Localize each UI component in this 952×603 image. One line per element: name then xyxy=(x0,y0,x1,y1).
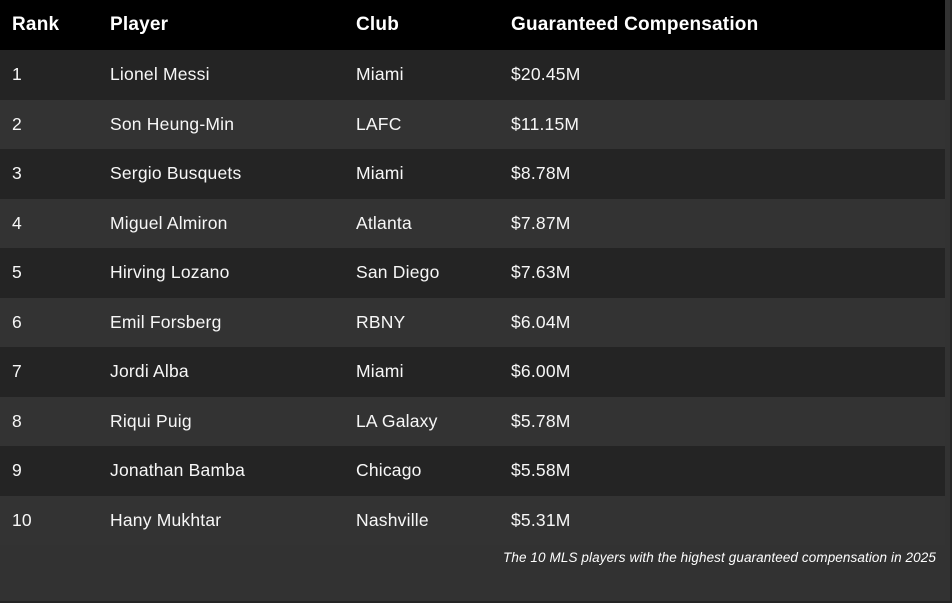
rank-cell: 10 xyxy=(12,509,32,530)
player-cell: Miguel Almiron xyxy=(110,212,228,233)
header-club: Club xyxy=(356,14,400,35)
compensation-cell: $11.15M xyxy=(511,113,580,134)
compensation-cell: $5.58M xyxy=(511,460,571,481)
header-player: Player xyxy=(110,14,169,35)
club-cell: LA Galaxy xyxy=(356,410,438,431)
right-edge-strip xyxy=(950,0,952,603)
compensation-cell: $8.78M xyxy=(511,163,571,184)
rank-cell: 7 xyxy=(12,361,22,382)
compensation-cell: $6.00M xyxy=(511,361,571,382)
table-row: 1 Lionel Messi Miami $20.45M xyxy=(0,50,945,100)
table-row: 3 Sergio Busquets Miami $8.78M xyxy=(0,149,945,199)
player-cell: Son Heung-Min xyxy=(110,113,235,134)
club-cell: RBNY xyxy=(356,311,406,332)
player-cell: Hirving Lozano xyxy=(110,262,230,283)
club-cell: Atlanta xyxy=(356,212,412,233)
club-cell: Chicago xyxy=(356,460,422,481)
table-row: 5 Hirving Lozano San Diego $7.63M xyxy=(0,248,945,298)
compensation-cell: $7.63M xyxy=(511,262,571,283)
rank-cell: 4 xyxy=(12,212,22,233)
table-row: 2 Son Heung-Min LAFC $11.15M xyxy=(0,99,945,149)
club-cell: Miami xyxy=(356,361,404,382)
table-row: 10 Hany Mukhtar Nashville $5.31M xyxy=(0,495,945,545)
club-cell: Miami xyxy=(356,64,404,85)
header-rank: Rank xyxy=(12,14,60,35)
table-row: 6 Emil Forsberg RBNY $6.04M xyxy=(0,297,945,347)
player-cell: Lionel Messi xyxy=(110,64,210,85)
player-cell: Jonathan Bamba xyxy=(110,460,246,481)
rank-cell: 8 xyxy=(12,410,22,431)
compensation-cell: $5.31M xyxy=(511,509,571,530)
club-cell: LAFC xyxy=(356,113,402,134)
club-cell: Nashville xyxy=(356,509,429,530)
table-row: 9 Jonathan Bamba Chicago $5.58M xyxy=(0,446,945,496)
club-cell: San Diego xyxy=(356,262,440,283)
club-cell: Miami xyxy=(356,163,404,184)
rank-cell: 1 xyxy=(12,64,22,85)
player-cell: Sergio Busquets xyxy=(110,163,242,184)
compensation-cell: $6.04M xyxy=(511,311,571,332)
compensation-cell: $7.87M xyxy=(511,212,571,233)
rank-cell: 2 xyxy=(12,113,22,134)
table-row: 8 Riqui Puig LA Galaxy $5.78M xyxy=(0,396,945,446)
header-compensation: Guaranteed Compensation xyxy=(511,14,759,35)
table-row: 4 Miguel Almiron Atlanta $7.87M xyxy=(0,198,945,248)
player-cell: Emil Forsberg xyxy=(110,311,222,332)
player-cell: Riqui Puig xyxy=(110,410,192,431)
bottom-edge-strip xyxy=(0,601,952,603)
rank-cell: 5 xyxy=(12,262,22,283)
compensation-cell: $5.78M xyxy=(511,410,571,431)
player-cell: Hany Mukhtar xyxy=(110,509,222,530)
rank-cell: 9 xyxy=(12,460,22,481)
table-row: 7 Jordi Alba Miami $6.00M xyxy=(0,347,945,397)
rank-cell: 6 xyxy=(12,311,22,332)
table-header-row: Rank Player Club Guaranteed Compensation xyxy=(0,0,945,50)
table-caption: The 10 MLS players with the highest guar… xyxy=(503,550,936,565)
compensation-table: Rank Player Club Guaranteed Compensation… xyxy=(0,0,945,565)
table-body: 1 Lionel Messi Miami $20.45M 2 Son Heung… xyxy=(0,50,945,545)
player-cell: Jordi Alba xyxy=(110,361,189,382)
rank-cell: 3 xyxy=(12,163,22,184)
compensation-cell: $20.45M xyxy=(511,64,581,85)
